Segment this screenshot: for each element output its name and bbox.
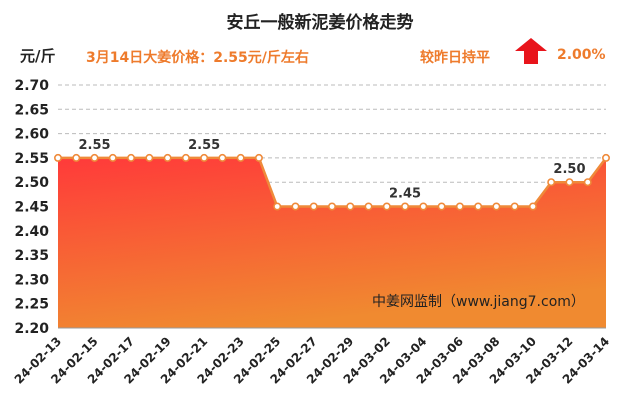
y-tick-label: 2.60: [14, 127, 49, 143]
data-label: 2.55: [188, 138, 220, 153]
data-point: [547, 178, 556, 187]
area-fill: [58, 157, 606, 328]
y-tick-label: 2.35: [14, 248, 49, 264]
y-tick-label: 2.20: [14, 321, 49, 337]
data-point: [382, 202, 391, 211]
data-point: [601, 153, 610, 162]
data-point: [583, 178, 592, 187]
data-point: [364, 202, 373, 211]
compare-label: 较昨日持平: [420, 50, 490, 66]
chart-title: 安丘一般新泥姜价格走势: [226, 13, 414, 33]
data-point: [291, 202, 300, 211]
y-tick-label: 2.45: [14, 200, 49, 216]
data-point: [236, 153, 245, 162]
y-tick-label: 2.40: [14, 224, 49, 240]
change-percent: 2.00%: [557, 47, 606, 63]
data-point: [53, 153, 62, 162]
data-label: 2.45: [389, 187, 421, 202]
data-point: [273, 202, 282, 211]
data-point: [437, 202, 446, 211]
data-point: [528, 202, 537, 211]
data-point: [200, 153, 209, 162]
data-point: [419, 202, 428, 211]
data-point: [401, 202, 410, 211]
data-label: 2.55: [78, 138, 110, 153]
data-point: [145, 153, 154, 162]
y-tick-label: 2.30: [14, 272, 49, 288]
data-point: [455, 202, 464, 211]
unit-label: 元/斤: [20, 47, 56, 65]
data-point: [72, 153, 81, 162]
y-tick-label: 2.50: [14, 175, 49, 191]
data-point: [90, 153, 99, 162]
data-point: [327, 202, 336, 211]
y-tick-label: 2.55: [14, 151, 49, 167]
price-info: 3月14日大姜价格：2.55元/斤左右: [86, 50, 309, 66]
data-point: [492, 202, 501, 211]
data-point: [565, 178, 574, 187]
data-point: [309, 202, 318, 211]
data-point: [163, 153, 172, 162]
data-point: [346, 202, 355, 211]
data-point: [218, 153, 227, 162]
data-point: [127, 153, 136, 162]
data-point: [474, 202, 483, 211]
y-tick-label: 2.65: [14, 102, 49, 118]
watermark: 中姜网监制（www.jiang7.com）: [372, 294, 585, 310]
data-point: [108, 153, 117, 162]
up-arrow-icon: [515, 38, 547, 64]
data-point: [181, 153, 190, 162]
data-label: 2.50: [553, 162, 585, 177]
y-tick-label: 2.25: [14, 297, 49, 313]
data-point: [510, 202, 519, 211]
data-point: [254, 153, 263, 162]
y-tick-label: 2.70: [14, 78, 49, 94]
